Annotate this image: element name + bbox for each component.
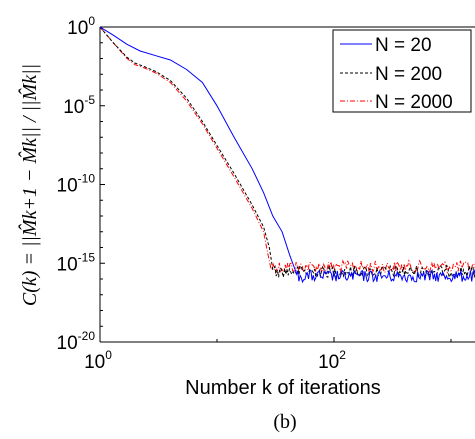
series-line-n-20 xyxy=(100,27,475,284)
series-line-n-200 xyxy=(100,27,475,280)
legend-label: N = 2000 xyxy=(375,92,453,113)
series-lines xyxy=(100,27,475,284)
y-tick-label: 100 xyxy=(67,14,95,39)
x-axis-label: Number k of iterations xyxy=(185,377,381,399)
legend: N = 20 N = 200 N = 2000 xyxy=(332,29,472,113)
y-tick-label: 10-20 xyxy=(57,329,96,354)
y-tick-label: 10-15 xyxy=(57,250,96,275)
y-tick-label: 10-5 xyxy=(63,93,95,118)
y-tick-label: 10-10 xyxy=(57,172,96,197)
legend-label: N = 20 xyxy=(375,35,432,56)
x-tick-label: 102 xyxy=(318,348,346,373)
figure-caption: (b) xyxy=(273,411,296,433)
legend-label: N = 200 xyxy=(375,64,442,85)
x-tick-label: 100 xyxy=(84,348,112,373)
y-axis-label: C(k) = ||M̂k+1 − M̂k|| / ||M̂k|| xyxy=(18,64,41,306)
axis-ticks xyxy=(99,26,452,343)
